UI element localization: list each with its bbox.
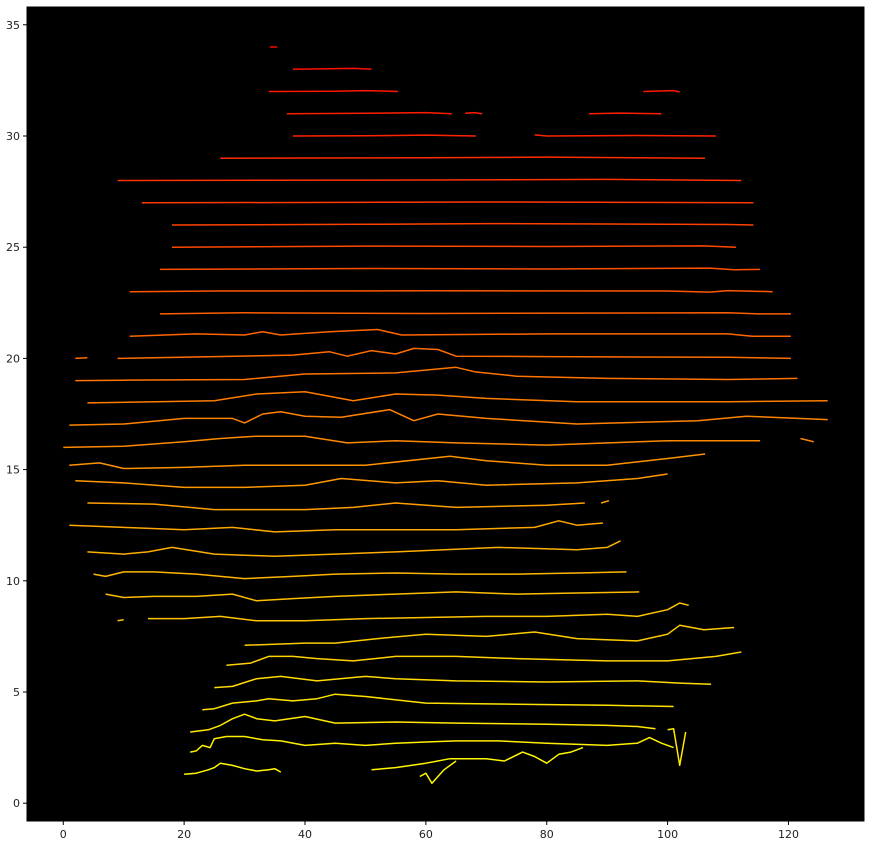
x-tick-label: 80 bbox=[540, 828, 554, 841]
series-line-y12-seg0 bbox=[69, 520, 603, 533]
plot-frame bbox=[26, 6, 865, 822]
series-line-y1-seg1 bbox=[371, 746, 584, 771]
series-line-y14-seg0 bbox=[75, 473, 668, 489]
series-line-y5-seg0 bbox=[214, 675, 712, 689]
series-line-y1-seg2 bbox=[419, 760, 457, 784]
series-line-y8-seg1 bbox=[147, 602, 689, 622]
series-line-y13-seg0 bbox=[87, 502, 585, 511]
series-line-y15-seg0 bbox=[69, 453, 706, 470]
series-line-y10-seg0 bbox=[93, 571, 627, 580]
series-line-y7-seg0 bbox=[244, 624, 735, 647]
series-line-y31-seg1 bbox=[465, 111, 483, 115]
y-tick-label: 10 bbox=[6, 575, 20, 588]
series-line-y11-seg0 bbox=[87, 540, 621, 558]
series-line-y8-seg0 bbox=[117, 618, 124, 622]
axis-layer: 0 20 40 60 80 100 120 0 5 10 15 20 25 30 35 bbox=[6, 19, 799, 841]
x-tick-label: 60 bbox=[419, 828, 433, 841]
series-line-y28-seg0 bbox=[117, 178, 742, 182]
series-line-y18-seg0 bbox=[87, 391, 828, 404]
series-line-y16-seg1 bbox=[800, 437, 814, 443]
series-layer bbox=[63, 46, 828, 784]
series-line-y32-seg0 bbox=[268, 89, 399, 93]
y-tick-label: 25 bbox=[6, 241, 20, 254]
series-line-y27-seg0 bbox=[141, 201, 754, 204]
series-line-y17-seg0 bbox=[69, 408, 828, 426]
series-line-y3-seg0 bbox=[190, 713, 656, 733]
series-line-y1-seg0 bbox=[184, 762, 282, 776]
series-line-y25-seg0 bbox=[171, 245, 736, 248]
series-line-y2-seg0 bbox=[190, 735, 674, 753]
y-tick-label: 0 bbox=[13, 797, 20, 810]
series-line-y33-seg0 bbox=[292, 67, 372, 71]
series-line-y20-seg0 bbox=[75, 356, 88, 360]
y-tick-label: 15 bbox=[6, 464, 20, 477]
y-tick-label: 5 bbox=[13, 686, 20, 699]
x-tick-label: 40 bbox=[298, 828, 312, 841]
x-tick-label: 20 bbox=[177, 828, 191, 841]
series-line-y20-seg1 bbox=[117, 347, 791, 360]
x-tick-label: 100 bbox=[657, 828, 678, 841]
series-line-y29-seg0 bbox=[220, 156, 706, 159]
series-line-y23-seg0 bbox=[129, 289, 773, 293]
series-line-y26-seg0 bbox=[171, 222, 754, 226]
series-line-y31-seg0 bbox=[286, 111, 452, 115]
series-line-y21-seg0 bbox=[129, 328, 791, 337]
series-line-y31-seg2 bbox=[588, 112, 662, 115]
series-line-y24-seg0 bbox=[159, 267, 761, 271]
y-tick-label: 35 bbox=[6, 19, 20, 32]
series-line-y9-seg0 bbox=[105, 591, 640, 602]
y-tick-label: 20 bbox=[6, 352, 20, 365]
series-line-y32-seg1 bbox=[643, 89, 680, 93]
x-tick-label: 120 bbox=[778, 828, 799, 841]
x-tick-label: 0 bbox=[60, 828, 67, 841]
series-line-y30-seg0 bbox=[292, 134, 477, 137]
series-line-y16-seg0 bbox=[63, 435, 761, 449]
series-line-y30-seg1 bbox=[534, 134, 716, 137]
series-line-y19-seg0 bbox=[75, 366, 798, 382]
series-line-y13-seg1 bbox=[600, 499, 610, 504]
series-line-y3-seg1 bbox=[667, 727, 687, 767]
y-tick-label: 30 bbox=[6, 130, 20, 143]
series-line-y22-seg0 bbox=[159, 312, 791, 315]
series-line-y6-seg0 bbox=[226, 651, 742, 667]
series-line-y4-seg0 bbox=[202, 693, 674, 711]
